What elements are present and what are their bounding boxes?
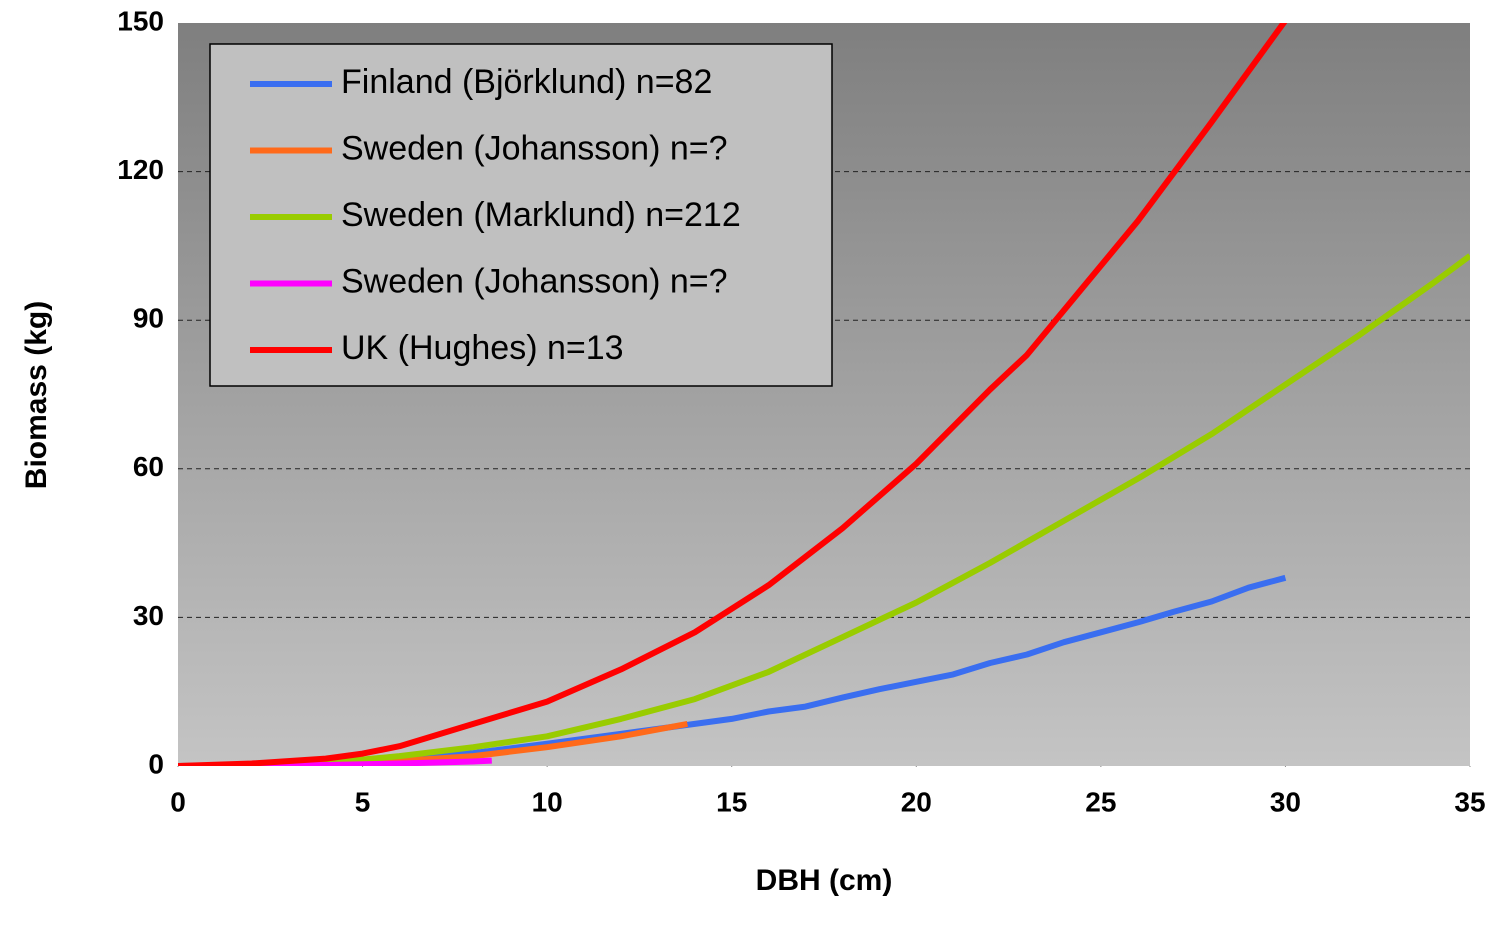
y-tick-label: 30: [133, 600, 164, 631]
x-tick-label: 35: [1454, 786, 1485, 817]
legend-label: Sweden (Johansson) n=?: [341, 129, 728, 167]
y-tick-label: 150: [117, 5, 164, 36]
y-tick-label: 0: [148, 748, 164, 779]
series-line: [178, 253, 1470, 766]
legend-label: Sweden (Johansson) n=?: [341, 262, 728, 300]
x-tick-label: 15: [716, 786, 747, 817]
legend-label: Finland (Björklund) n=82: [341, 63, 712, 101]
x-tick-label: 20: [901, 786, 932, 817]
x-tick-label: 5: [355, 786, 371, 817]
x-tick-label: 0: [170, 786, 186, 817]
x-tick-label: 30: [1270, 786, 1301, 817]
legend-label: UK (Hughes) n=13: [341, 329, 624, 367]
x-tick-label: 25: [1085, 786, 1116, 817]
legend-label: Sweden (Marklund) n=212: [341, 196, 741, 234]
series-line: [178, 23, 1288, 766]
y-axis-label: Biomass (kg): [20, 301, 53, 489]
x-axis-label: DBH (cm): [756, 864, 893, 897]
x-tick-label: 10: [532, 786, 563, 817]
y-tick-label: 120: [117, 154, 164, 185]
y-tick-label: 90: [133, 303, 164, 334]
y-tick-label: 60: [133, 451, 164, 482]
